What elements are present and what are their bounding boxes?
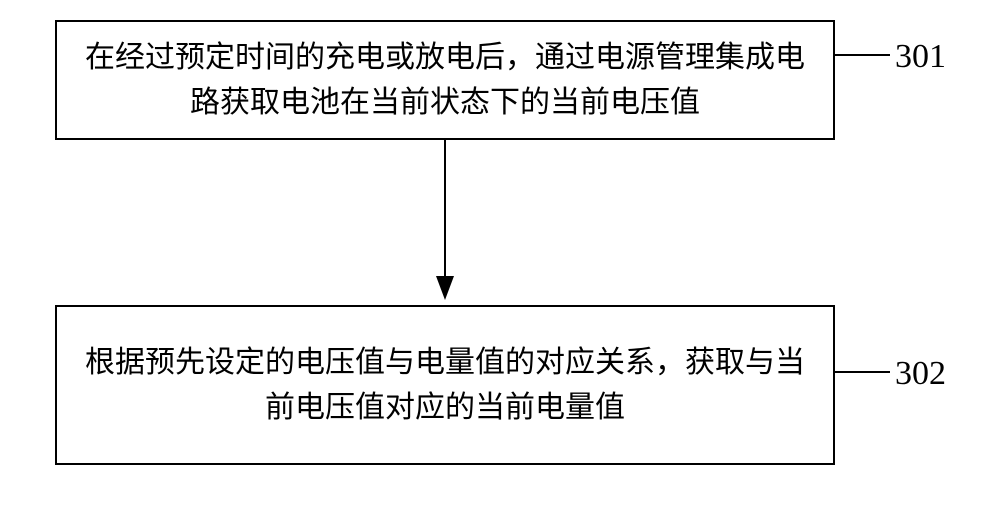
connectors-layer [0, 0, 1000, 505]
arrow-head-icon [436, 276, 454, 300]
